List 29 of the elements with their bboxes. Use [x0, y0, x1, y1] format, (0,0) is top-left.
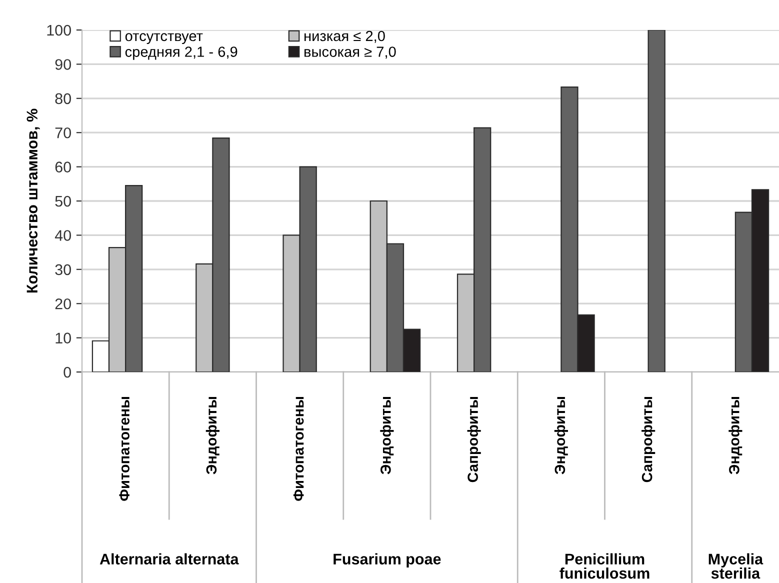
y-tick-label: 90	[55, 59, 71, 70]
y-tick-label: 10	[56, 332, 71, 344]
y-tick-label: 60	[55, 162, 71, 172]
y-tick-label: 30	[55, 264, 71, 276]
legend-label: отсутствует	[125, 33, 203, 44]
text: Alternaria alternata	[100, 553, 239, 564]
y-tick-label: 0	[64, 366, 71, 378]
text: Penicillium funiculosum	[560, 553, 650, 579]
y-tick-label: 40	[54, 230, 71, 241]
y-tick-label: 20	[55, 298, 71, 310]
bar	[648, 30, 666, 372]
text: Fusarium poae	[334, 553, 441, 568]
legend-label: низкая ≤ 2,0	[304, 30, 385, 43]
legend-label: высокая ≥ 7,0	[304, 46, 396, 59]
x-tick-label: Эндофиты	[206, 396, 220, 474]
y-tick-label: 80	[55, 93, 71, 104]
y-axis-title: Количество штаммов, %	[26, 108, 40, 293]
x-tick-label: Фитопатогены	[119, 396, 130, 501]
x-tick-label: Эндофиты	[728, 396, 742, 474]
x-tick-label: Сапрофиты	[467, 396, 481, 482]
text: Mycelia sterilia	[708, 553, 764, 579]
y-tick-label: 70	[55, 127, 71, 138]
x-tick-label: Сапрофиты	[642, 396, 656, 482]
x-tick-label: Эндофиты	[554, 396, 568, 474]
y-tick-label: 50	[55, 196, 71, 207]
x-tick-label: Эндофиты	[380, 396, 394, 474]
x-tick-label: Фитопатогены	[293, 396, 304, 501]
legend-label: средняя 2,1 - 6,9	[125, 46, 238, 60]
y-tick-label: 100	[47, 24, 71, 36]
